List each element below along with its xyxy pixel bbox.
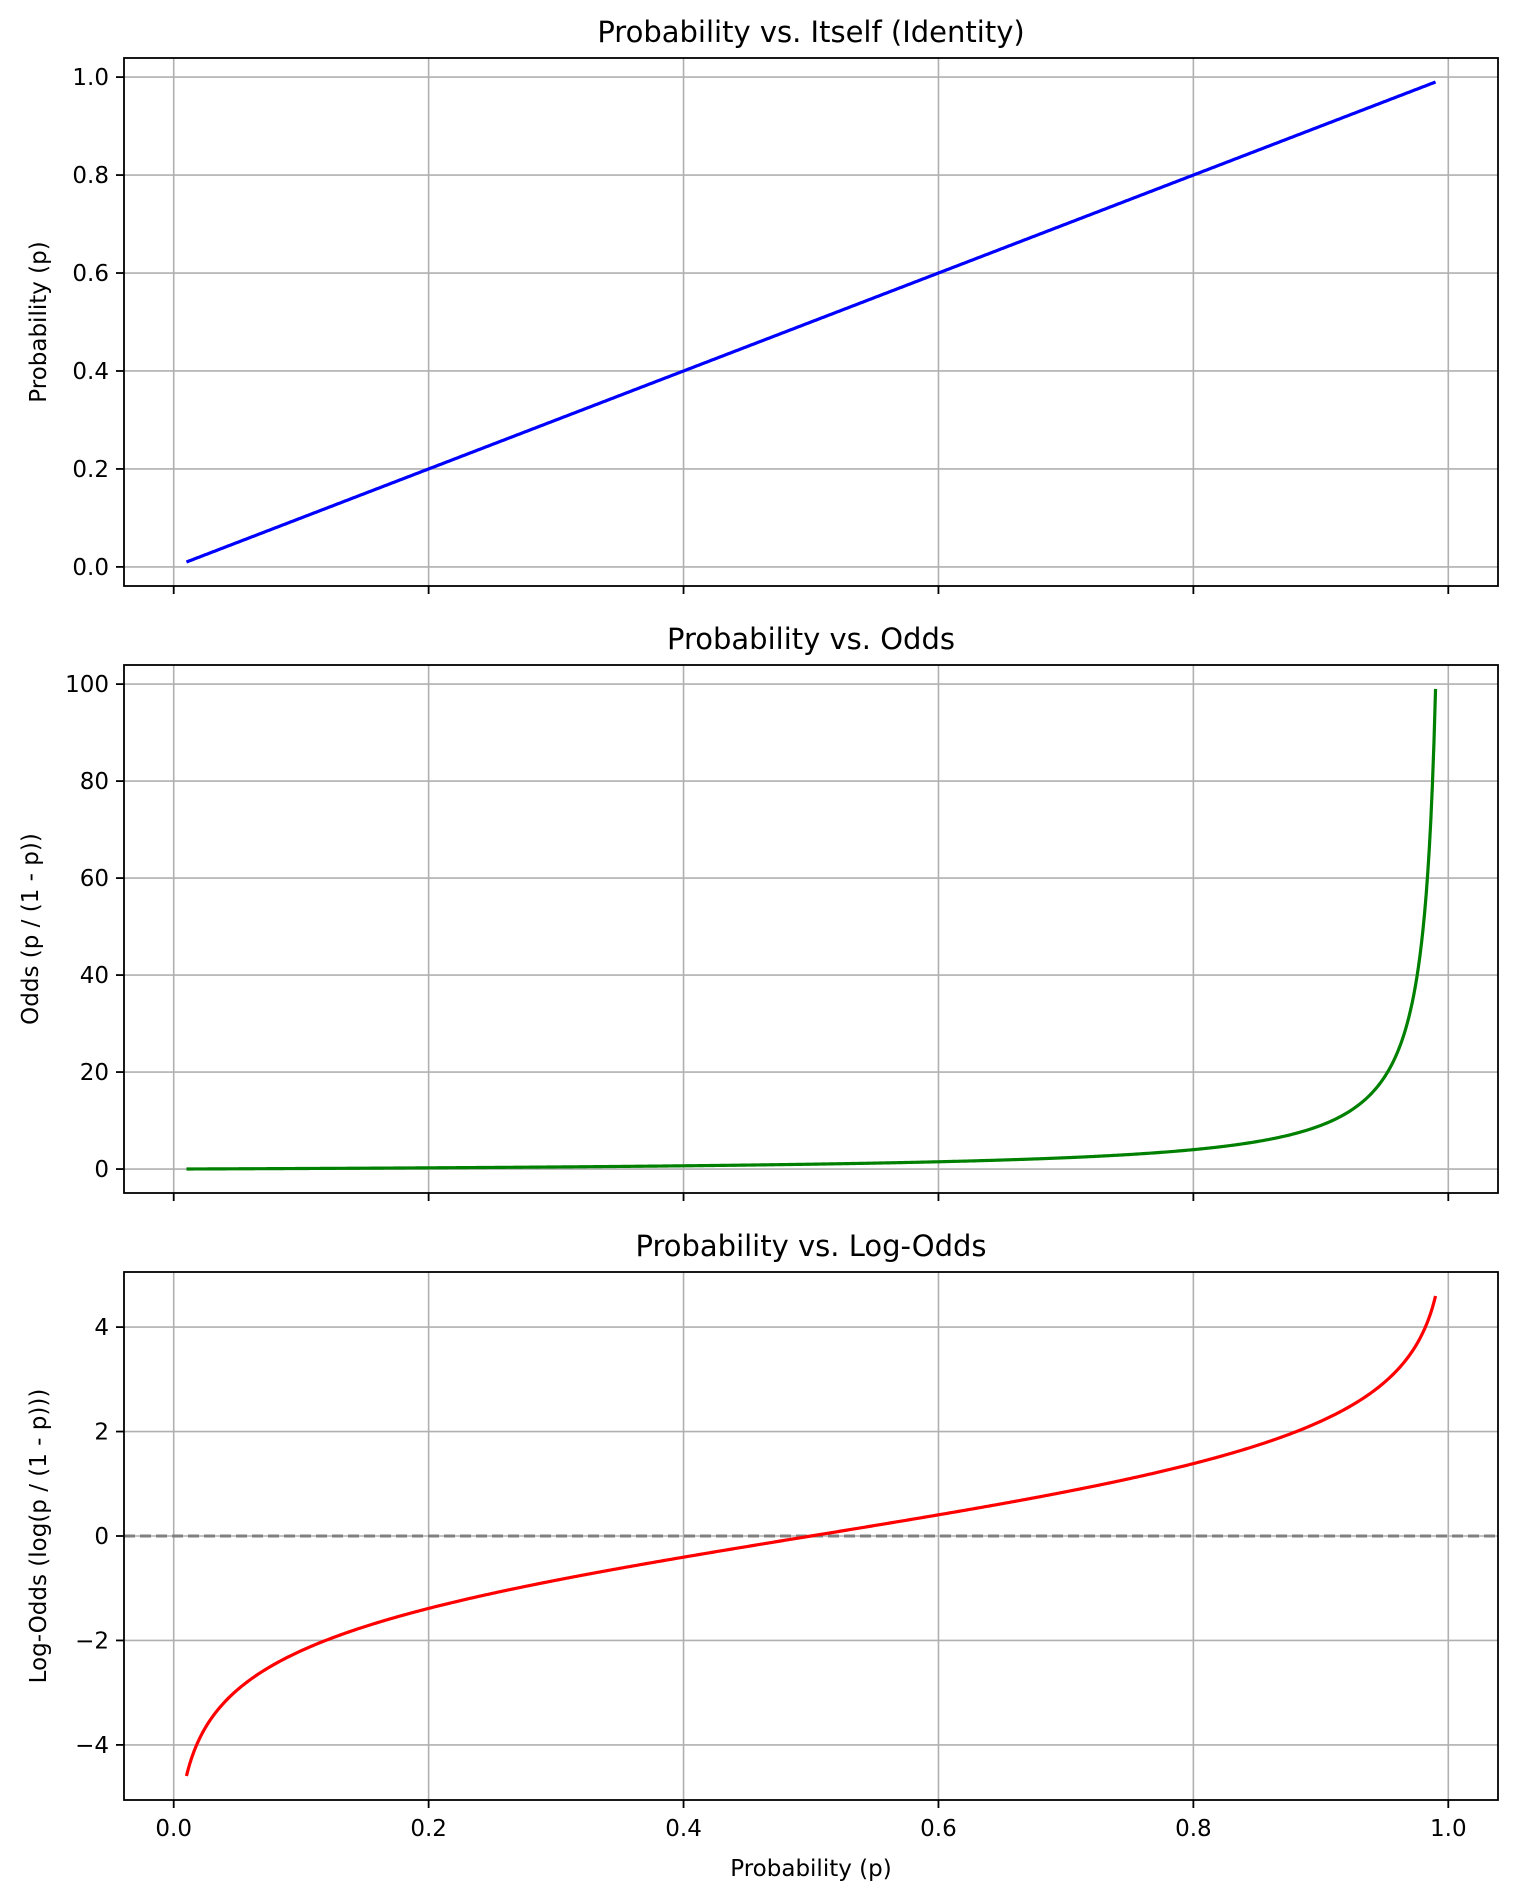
x-axis-label: Probability (p) <box>730 1856 891 1882</box>
y-axis-label: Odds (p / (1 - p)) <box>18 833 44 1025</box>
y-tick-label: −2 <box>75 1628 109 1654</box>
x-tick-label: 0.2 <box>410 1816 447 1842</box>
chart-title: Probability vs. Odds <box>667 622 955 656</box>
series-line-p <box>185 80 1437 564</box>
y-tick-label: 100 <box>65 672 109 698</box>
y-tick-label: 1.0 <box>72 65 109 91</box>
y-tick-label: 20 <box>80 1060 109 1086</box>
plot-frame <box>123 57 1499 587</box>
y-tick-label: 2 <box>94 1420 109 1446</box>
chart-panel-3: 0.0 0.2 0.4 0.6 0.8 1.0 −4 −2 0 2 4 Probability vs.… <box>26 1229 1499 1882</box>
chart-panel-1: 0.0 0.2 0.4 0.6 0.8 1.0 Probability vs. Itself… <box>26 15 1499 594</box>
y-tick-label: 0.2 <box>72 457 109 483</box>
y-tick-label: 4 <box>94 1315 109 1341</box>
x-tick-label: 0.4 <box>665 1816 702 1842</box>
x-tick-label: 0.8 <box>1175 1816 1212 1842</box>
x-tick-label: 0.0 <box>155 1816 192 1842</box>
y-tick-label: 0 <box>94 1157 109 1183</box>
chart-title: Probability vs. Log-Odds <box>635 1229 986 1263</box>
y-tick-label: 0.8 <box>72 163 109 189</box>
series-line-log-odds <box>184 1295 1438 1777</box>
plot-frame <box>123 664 1499 1194</box>
y-tick-label: 0.0 <box>72 555 109 581</box>
y-tick-label: 0.4 <box>72 359 109 385</box>
y-axis-label: Log-Odds (log(p / (1 - p))) <box>26 1389 52 1684</box>
y-tick-label: 0.6 <box>72 261 109 287</box>
y-tick-label: 40 <box>80 963 109 989</box>
series-line-odds <box>186 688 1438 1171</box>
y-tick-label: −4 <box>75 1733 109 1759</box>
y-tick-label: 80 <box>80 769 109 795</box>
y-tick-label: 0 <box>94 1524 109 1550</box>
x-tick-label: 0.6 <box>920 1816 957 1842</box>
y-axis-label: Probability (p) <box>26 241 52 402</box>
chart-panel-2: 0 20 40 60 80 100 Probability vs. Odds Odds (p … <box>18 622 1499 1201</box>
x-tick-label: 1.0 <box>1430 1816 1467 1842</box>
chart-title: Probability vs. Itself (Identity) <box>597 15 1024 49</box>
y-tick-label: 60 <box>80 866 109 892</box>
chart-panels: 0.0 0.2 0.4 0.6 0.8 1.0 Probability vs. Itself… <box>18 15 1499 1882</box>
